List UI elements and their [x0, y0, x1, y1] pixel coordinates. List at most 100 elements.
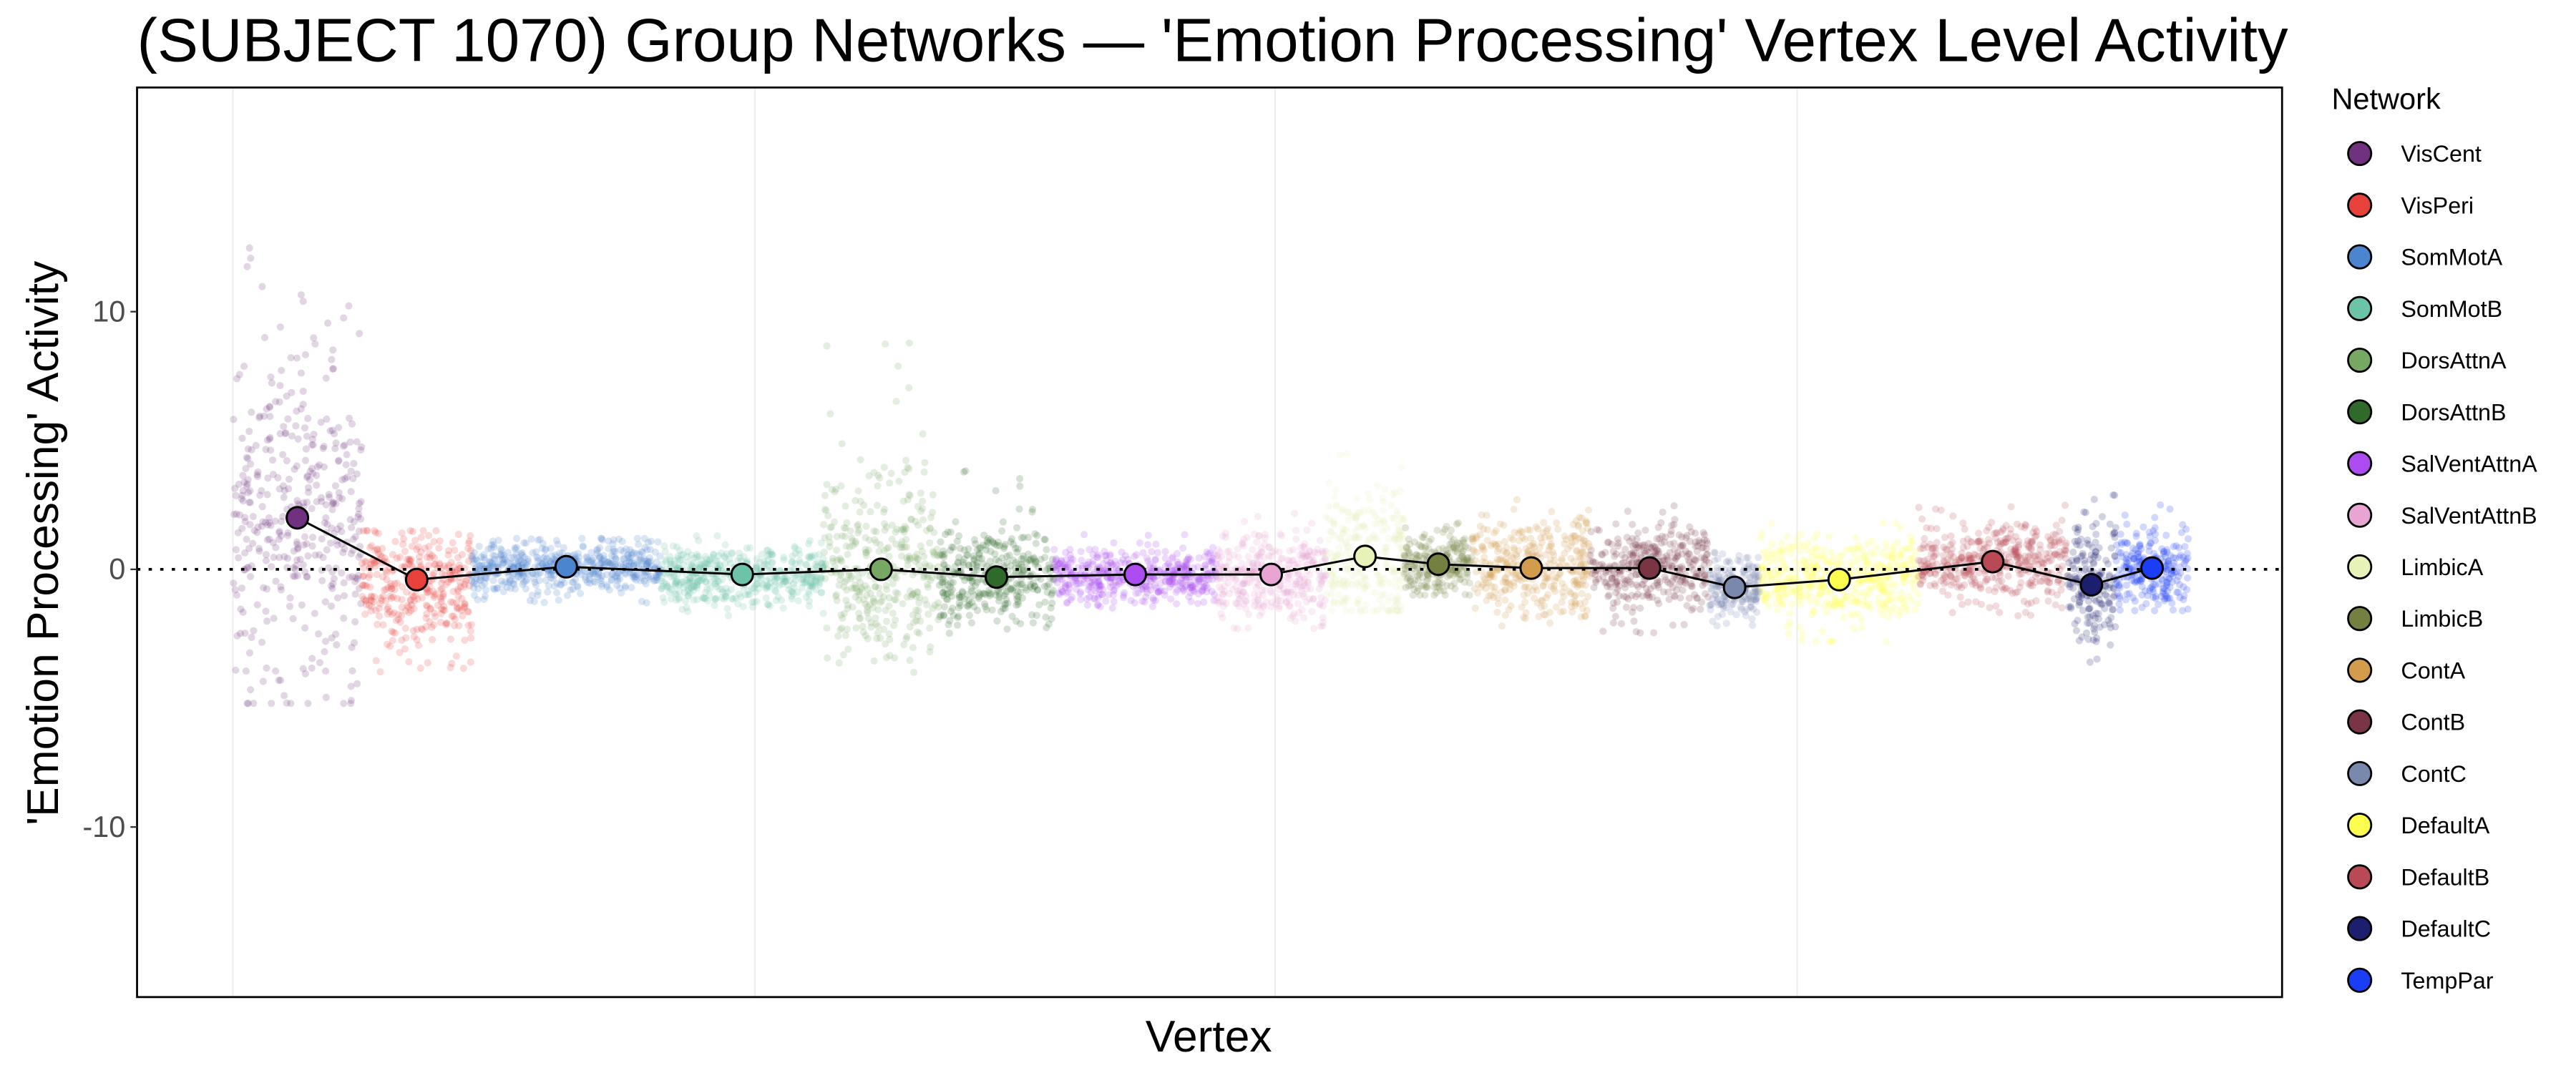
scatter-point: [1253, 538, 1261, 546]
scatter-point: [633, 550, 640, 558]
scatter-point: [1574, 521, 1582, 529]
scatter-point: [340, 700, 348, 707]
scatter-point: [389, 551, 397, 559]
scatter-point: [848, 534, 856, 542]
scatter-point: [833, 547, 841, 554]
scatter-point: [406, 526, 414, 534]
scatter-point: [1110, 539, 1118, 547]
scatter-point: [321, 598, 329, 606]
scatter-point: [240, 479, 248, 486]
scatter-point: [1620, 576, 1628, 584]
scatter-point: [927, 643, 935, 651]
scatter-point: [642, 580, 650, 588]
scatter-point: [417, 548, 425, 556]
scatter-point: [1445, 572, 1454, 579]
scatter-point: [718, 594, 726, 602]
scatter-point: [536, 536, 544, 544]
scatter-point: [1033, 612, 1040, 619]
scatter-point: [926, 524, 934, 532]
scatter-point: [497, 550, 505, 558]
scatter-point: [628, 549, 635, 557]
scatter-point: [575, 553, 583, 561]
scatter-point: [1772, 599, 1780, 607]
scatter-point: [1627, 572, 1635, 581]
scatter-point: [340, 614, 348, 622]
scatter-point: [236, 511, 244, 519]
scatter-point: [230, 511, 238, 519]
scatter-point: [269, 539, 277, 547]
scatter-point: [1360, 521, 1368, 529]
scatter-point: [870, 657, 878, 665]
scatter-point: [442, 621, 450, 629]
scatter-point: [1254, 512, 1262, 521]
scatter-point: [373, 571, 381, 579]
scatter-point: [965, 597, 973, 604]
scatter-point: [407, 607, 415, 614]
scatter-point: [862, 522, 870, 530]
scatter-point: [1083, 601, 1091, 609]
scatter-point: [280, 553, 288, 561]
scatter-point: [1045, 580, 1053, 588]
scatter-point: [355, 553, 363, 561]
scatter-point: [429, 571, 436, 579]
scatter-point: [621, 582, 629, 590]
scatter-point: [277, 532, 286, 540]
scatter-point: [262, 557, 270, 564]
scatter-point: [1004, 599, 1012, 607]
scatter-point: [919, 516, 927, 524]
scatter-point: [1345, 543, 1353, 551]
scatter-point: [1324, 502, 1332, 510]
scatter-point: [999, 518, 1007, 526]
scatter-point: [352, 574, 360, 582]
scatter-point: [394, 615, 402, 623]
scatter-point: [322, 637, 330, 645]
scatter-point: [1348, 607, 1356, 614]
scatter-point: [910, 589, 918, 597]
scatter-point: [338, 476, 346, 484]
scatter-point: [267, 521, 275, 529]
scatter-point: [361, 610, 369, 618]
scatter-point: [620, 547, 628, 556]
scatter-point: [1072, 577, 1080, 584]
scatter-point: [1454, 519, 1462, 527]
scatter-point: [623, 545, 630, 553]
scatter-point: [1489, 539, 1497, 547]
scatter-point: [1329, 573, 1337, 581]
scatter-point: [1045, 620, 1053, 628]
scatter-point: [905, 384, 913, 392]
scatter-point: [1413, 587, 1422, 595]
scatter-point: [439, 590, 447, 598]
scatter-point: [332, 630, 340, 638]
scatter-point: [609, 570, 617, 578]
scatter-point: [350, 639, 358, 647]
scatter-point: [338, 528, 346, 536]
scatter-point: [511, 575, 519, 583]
scatter-point: [335, 456, 343, 464]
scatter-point: [429, 636, 436, 644]
scatter-point: [322, 374, 330, 382]
scatter-point: [1421, 591, 1429, 599]
scatter-point: [301, 624, 309, 632]
scatter-point: [347, 700, 355, 707]
scatter-point: [389, 593, 397, 601]
scatter-point: [280, 494, 288, 501]
scatter-point: [1328, 607, 1336, 614]
scatter-point: [279, 451, 287, 459]
scatter-point: [611, 572, 619, 580]
scatter-point: [235, 554, 243, 562]
scatter-point: [1378, 494, 1387, 501]
scatter-point: [1381, 486, 1389, 494]
scatter-point: [962, 467, 970, 475]
scatter-point: [598, 536, 606, 544]
scatter-point: [330, 499, 338, 507]
scatter-point: [1612, 520, 1620, 528]
scatter-point: [280, 486, 288, 494]
scatter-point: [230, 579, 238, 587]
scatter-point: [577, 571, 585, 579]
scatter-point: [1349, 572, 1357, 579]
scatter-point: [591, 570, 599, 578]
scatter-point: [514, 560, 522, 568]
scatter-point: [874, 606, 882, 614]
scatter-point: [1154, 589, 1162, 597]
scatter-point: [347, 682, 355, 690]
